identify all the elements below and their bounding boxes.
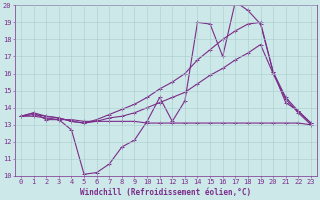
X-axis label: Windchill (Refroidissement éolien,°C): Windchill (Refroidissement éolien,°C) bbox=[80, 188, 252, 197]
